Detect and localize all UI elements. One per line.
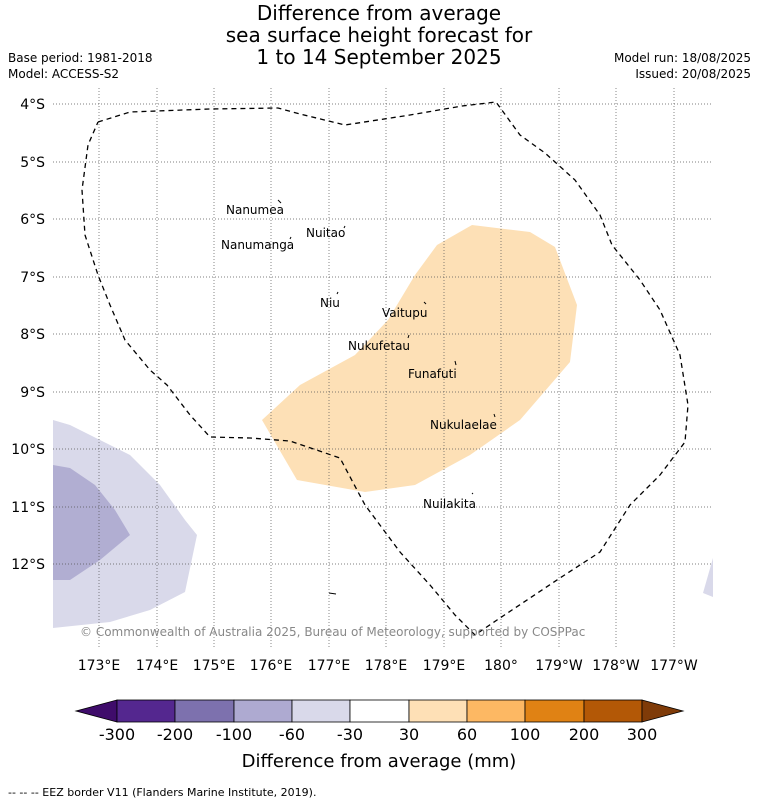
islet-marker: [328, 592, 337, 595]
lon-tick-label: 176°E: [250, 658, 293, 674]
colorbar-tick-label: 100: [509, 725, 541, 744]
map-title-line-2: sea surface height forecast for: [225, 23, 533, 47]
lon-tick-label: 178°E: [365, 658, 408, 674]
lon-tick-label: 173°E: [78, 658, 121, 674]
map-title-line-1: Difference from average: [256, 1, 502, 25]
colorbar-bin: [408, 699, 468, 723]
lat-tick-label: 5°S: [20, 155, 45, 171]
colorbar-tick-label: 300: [626, 725, 658, 744]
colorbar-tick-label: -30: [336, 725, 364, 744]
lat-tick-label: 10°S: [11, 442, 45, 458]
island-label-nanumea: Nanumea: [226, 203, 284, 217]
colorbar-bin: [583, 699, 643, 723]
lat-tick-label: 7°S: [20, 270, 45, 286]
colorbar-bin: [116, 699, 176, 723]
colorbar-bin: [524, 699, 585, 723]
colorbar-tick-label: 30: [398, 725, 420, 744]
island-label-vaitupu: Vaitupu: [382, 306, 428, 320]
colorbar-bin: [466, 699, 526, 723]
negative-anomaly-inner-region: [53, 465, 130, 580]
lat-tick-label: 9°S: [20, 385, 45, 401]
lon-tick-label: 177°W: [650, 658, 698, 674]
colorbar-tick-label: 60: [456, 725, 478, 744]
colorbar-tick-label: -300: [98, 725, 136, 744]
copyright-notice: © Commonwealth of Australia 2025, Bureau…: [80, 625, 586, 639]
colorbar-bin: [349, 699, 410, 723]
island-label-nukufetau: Nukufetau: [348, 339, 410, 353]
colorbar: [74, 699, 685, 723]
colorbar-low-extension: [74, 699, 118, 723]
island-markers: [277, 199, 496, 495]
lon-tick-label: 180°: [484, 658, 518, 674]
lat-tick-label: 4°S: [20, 97, 45, 113]
base-period: Base period: 1981-2018: [8, 51, 153, 65]
lat-tick-label: 12°S: [11, 557, 45, 573]
lon-tick-label: 174°E: [136, 658, 179, 674]
island-label-nuitao: Nuitao: [306, 226, 345, 240]
island-label-nukulaelae: Nukulaelae: [430, 418, 497, 432]
colorbar-title: Difference from average (mm): [241, 751, 517, 772]
model-name: Model: ACCESS-S2: [8, 67, 120, 81]
negative-anomaly-outer-region: [53, 420, 197, 628]
lon-tick-label: 179°W: [535, 658, 583, 674]
positive-anomaly-region: [262, 225, 577, 492]
map-title-line-3: 1 to 14 September 2025: [256, 45, 502, 69]
colorbar-high-extension: [641, 699, 685, 723]
island-label-niu: Niu: [320, 296, 340, 310]
lon-tick-label: 177°E: [308, 658, 351, 674]
latitude-gridlines: [53, 103, 713, 565]
eez-border: [81, 101, 689, 636]
colorbar-bin: [174, 699, 235, 723]
colorbar-bin: [291, 699, 351, 723]
longitude-gridlines: [98, 88, 675, 648]
lon-tick-label: 175°E: [193, 658, 236, 674]
colorbar-tick-label: -100: [215, 725, 253, 744]
colorbar-bin: [233, 699, 293, 723]
colorbar-tick-label: -200: [156, 725, 194, 744]
colorbar-tick-label: -60: [278, 725, 306, 744]
lon-tick-label: 178°W: [592, 658, 640, 674]
lon-tick-label: 179°E: [423, 658, 466, 674]
model-run-date: Model run: 18/08/2025: [613, 51, 751, 65]
island-label-nanumanga: Nanumanga: [221, 238, 294, 252]
lat-tick-label: 11°S: [11, 500, 45, 516]
issued-date: Issued: 20/08/2025: [635, 67, 751, 81]
colorbar-tick-label: 200: [568, 725, 600, 744]
negative-anomaly-edge-region: [703, 558, 713, 597]
island-label-funafuti: Funafuti: [408, 367, 457, 381]
lat-tick-label: 8°S: [20, 327, 45, 343]
island-label-nuilakita: Nuilakita: [423, 497, 476, 511]
eez-footnote: -- -- -- EEZ border V11 (Flanders Marine…: [8, 786, 317, 799]
lat-tick-label: 6°S: [20, 212, 45, 228]
